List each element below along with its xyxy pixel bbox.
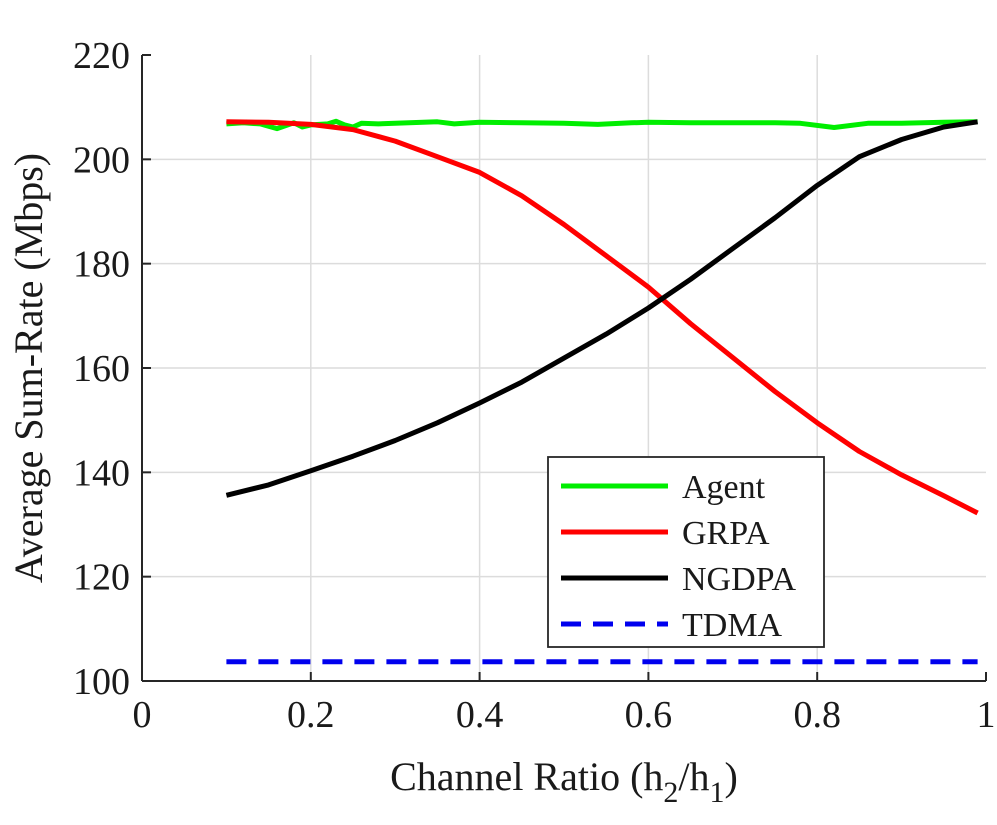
x-tick-label: 0.2 [287,694,335,736]
legend-box [547,456,825,648]
x-tick-label: 0.6 [625,694,673,736]
x-tick-label: 0 [133,694,152,736]
legend-label-agent: Agent [682,469,766,506]
x-tick-label: 1 [977,694,996,736]
y-tick-label: 140 [73,452,130,494]
legend: Agent GRPA NGDPA TDMA [547,456,825,648]
y-tick-label: 160 [73,348,130,390]
y-tick-label: 100 [73,661,130,703]
series-lines [225,118,979,665]
x-tick-label: 0.8 [793,694,841,736]
x-tick-label: 0.4 [456,694,504,736]
legend-label-tdma: TDMA [682,607,783,644]
series-line-agent [226,118,978,132]
legend-label-ngdpa: NGDPA [682,561,796,598]
series-line-grpa [226,119,979,516]
y-tick-label: 220 [73,35,130,77]
x-axis-label-sub-2: 1 [710,776,725,809]
x-axis-label: Channel Ratio (h2/h1) [390,754,738,809]
y-tick-label: 180 [73,244,130,286]
x-axis-label-mid: /h [678,754,709,799]
series-line-ngdpa [225,119,978,498]
y-axis-label: Average Sum-Rate (Mbps) [6,153,51,583]
x-axis-label-main: Channel Ratio (h [390,754,663,799]
x-axis-label-sub-1: 2 [663,776,678,809]
legend-label-grpa: GRPA [682,515,770,552]
y-tick-label: 120 [73,557,130,599]
y-tick-label: 200 [73,139,130,181]
tick-labels: 0 0.2 0.4 0.6 0.8 1 100 120 140 160 180 200 220 [73,35,996,736]
x-axis-label-end: ) [725,754,738,799]
axes [141,54,987,682]
